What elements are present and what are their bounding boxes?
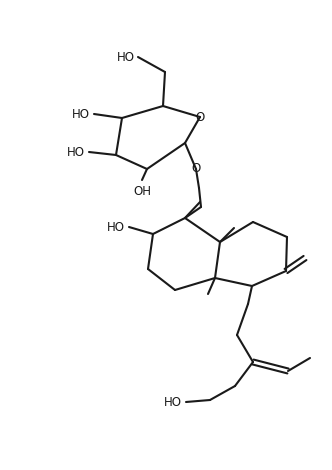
Text: HO: HO: [72, 108, 90, 120]
Text: HO: HO: [117, 50, 135, 63]
Text: OH: OH: [133, 185, 151, 198]
Text: HO: HO: [164, 395, 182, 408]
Text: O: O: [195, 110, 205, 124]
Text: O: O: [191, 163, 201, 175]
Text: HO: HO: [67, 146, 85, 158]
Text: HO: HO: [107, 220, 125, 234]
